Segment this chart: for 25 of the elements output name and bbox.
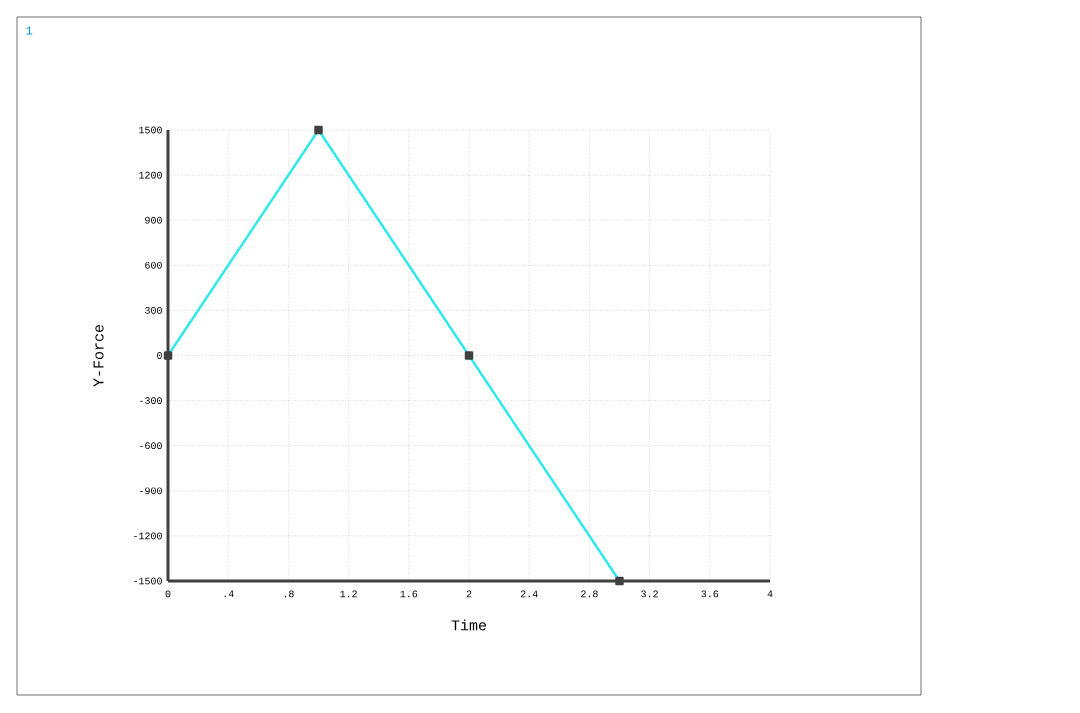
- x-tick-label: .4: [224, 590, 234, 598]
- y-tick-label: 300: [145, 307, 162, 314]
- x-tick-label: 1.2: [340, 590, 357, 598]
- y-tick-label: -300: [140, 397, 162, 404]
- x-tick-label: 3.6: [701, 590, 719, 598]
- x-tick-label: 2.4: [520, 590, 538, 598]
- y-tick-label: -1200: [134, 532, 162, 540]
- y-axis-title: Y-Force: [93, 324, 104, 387]
- y-tick-label: 1500: [139, 126, 162, 134]
- y-tick-label: 600: [145, 261, 162, 269]
- x-tick-label: 3.2: [641, 590, 658, 598]
- x-tick-label: 2: [466, 590, 472, 598]
- x-axis-title: Time: [451, 619, 487, 631]
- y-tick-label: -600: [140, 442, 162, 450]
- x-tick-label: 1.6: [400, 590, 418, 598]
- x-tick-label: 4: [767, 590, 773, 598]
- x-tick-label: 0: [165, 590, 171, 598]
- x-tick-label: .8: [284, 590, 294, 598]
- y-tick-label: 1200: [139, 171, 162, 179]
- y-tick-label: 0: [157, 352, 162, 359]
- y-tick-label: -1500: [134, 577, 162, 585]
- text: 1: [26, 26, 33, 35]
- y-tick-label: 900: [145, 216, 162, 224]
- x-tick-label: 2.8: [581, 590, 598, 598]
- y-tick-label: -900: [140, 487, 162, 495]
